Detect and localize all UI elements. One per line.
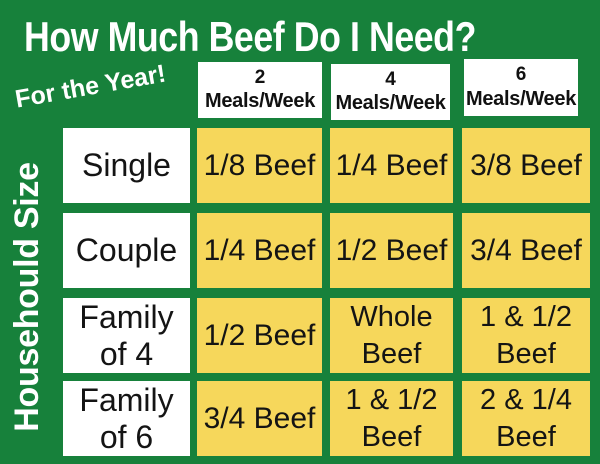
cell-couple-6meals: 3/4 Beef: [462, 213, 590, 288]
cell-single-6meals: 3/8 Beef: [462, 128, 590, 203]
col-header-number: 4: [385, 68, 396, 90]
col-header-unit: Meals/Week: [335, 92, 446, 115]
row-label-couple: Couple: [63, 213, 190, 288]
cell-couple-4meals: 1/2 Beef: [330, 213, 453, 288]
col-header-unit: Meals/Week: [204, 90, 316, 113]
col-header-number: 2: [254, 66, 266, 88]
cell-family4-4meals: Whole Beef: [330, 298, 453, 373]
subtitle-for-the-year: For the Year!: [13, 59, 168, 114]
row-label-family-of-4: Family of 4: [63, 298, 190, 373]
cell-couple-2meals: 1/4 Beef: [197, 213, 322, 288]
cell-family6-2meals: 3/4 Beef: [197, 381, 322, 456]
row-label-single: Single: [63, 128, 190, 203]
col-header-4-meals: 4 Meals/Week: [331, 64, 450, 120]
col-header-6-meals: 6 Meals/Week: [464, 59, 578, 116]
col-header-number: 6: [515, 64, 527, 86]
col-header-2-meals: 2 Meals/Week: [198, 62, 322, 118]
cell-single-2meals: 1/8 Beef: [197, 128, 322, 203]
cell-family6-4meals: 1 & 1/2 Beef: [330, 381, 453, 456]
cell-family4-6meals: 1 & 1/2 Beef: [462, 298, 590, 373]
cell-single-4meals: 1/4 Beef: [330, 128, 453, 203]
household-size-axis-label: Househould Size: [8, 162, 46, 432]
col-header-unit: Meals/Week: [465, 87, 577, 110]
page-title: How Much Beef Do I Need?: [24, 13, 476, 60]
row-label-family-of-6: Family of 6: [63, 381, 190, 456]
cell-family4-2meals: 1/2 Beef: [197, 298, 322, 373]
cell-family6-6meals: 2 & 1/4 Beef: [462, 381, 590, 456]
